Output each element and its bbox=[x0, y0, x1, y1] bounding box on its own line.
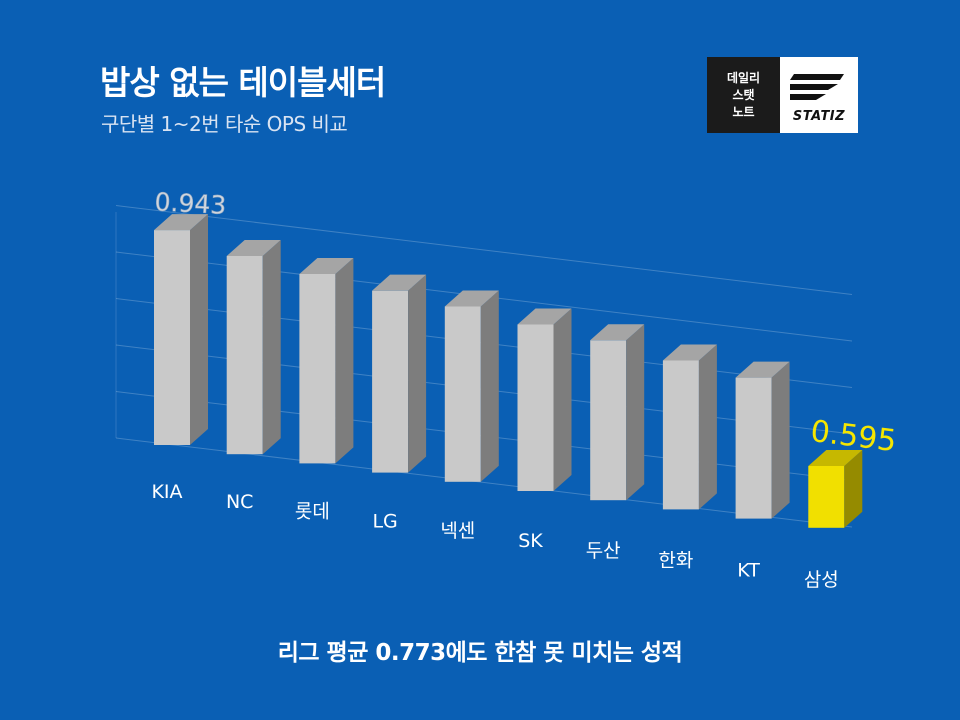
tick-label: KT bbox=[737, 559, 760, 581]
logo-line: 노트 bbox=[732, 104, 755, 119]
statiz-logo: 데일리 스탯 노트 STATIZ bbox=[707, 57, 858, 133]
tick-label: 한화 bbox=[658, 550, 693, 572]
bar bbox=[226, 256, 263, 455]
bar-side bbox=[190, 214, 208, 445]
bar bbox=[299, 274, 336, 464]
tick-label: SK bbox=[518, 530, 543, 552]
bar-top bbox=[735, 361, 790, 378]
tick-label: KIA bbox=[151, 481, 182, 503]
logo-mark-block: STATIZ bbox=[780, 57, 858, 133]
tick-label: 넥센 bbox=[440, 520, 475, 542]
bar-side bbox=[626, 324, 645, 501]
bar bbox=[444, 306, 481, 482]
bar-top bbox=[299, 258, 354, 274]
logo-caption-block: 데일리 스탯 노트 bbox=[707, 57, 780, 133]
bar-side bbox=[844, 450, 863, 528]
bar-top bbox=[372, 274, 427, 291]
statiz-wordmark: STATIZ bbox=[792, 109, 846, 124]
bar bbox=[372, 290, 409, 473]
data-label: 0.943 bbox=[154, 187, 227, 220]
tick-label: LG bbox=[372, 510, 397, 532]
tick-label: 롯데 bbox=[295, 501, 330, 523]
bar-side bbox=[771, 361, 790, 519]
bar bbox=[662, 360, 699, 510]
bar-top bbox=[444, 290, 499, 307]
gridline bbox=[115, 205, 853, 295]
bar bbox=[590, 340, 627, 501]
bar-top bbox=[517, 308, 572, 325]
bar bbox=[808, 466, 845, 528]
bar-top bbox=[808, 450, 863, 466]
tick-label: 삼성 bbox=[804, 569, 839, 591]
tick-label: NC bbox=[226, 491, 253, 513]
bar-top bbox=[662, 344, 717, 361]
bar-top bbox=[590, 324, 645, 341]
bar-side bbox=[335, 258, 354, 464]
tick-label: 두산 bbox=[586, 540, 621, 562]
statiz-mark-icon bbox=[790, 74, 844, 100]
data-label: 0.595 bbox=[809, 414, 899, 459]
bar-side bbox=[480, 290, 499, 482]
page-subtitle: 구단별 1~2번 타순 OPS 비교 bbox=[101, 112, 348, 136]
page-title: 밥상 없는 테이블세터 bbox=[100, 63, 386, 102]
bar-side bbox=[408, 274, 427, 473]
logo-line: 스탯 bbox=[732, 87, 755, 102]
bar bbox=[517, 324, 554, 491]
bar bbox=[735, 377, 772, 519]
bar-top bbox=[226, 240, 281, 256]
chart-caption: 리그 평균 0.773에도 한참 못 미치는 성적 bbox=[277, 640, 683, 666]
bar-top bbox=[154, 214, 208, 231]
bar-side bbox=[553, 308, 572, 491]
bar-side bbox=[698, 344, 717, 510]
bar bbox=[154, 230, 190, 445]
bar-side bbox=[262, 240, 281, 455]
logo-line: 데일리 bbox=[726, 70, 761, 85]
